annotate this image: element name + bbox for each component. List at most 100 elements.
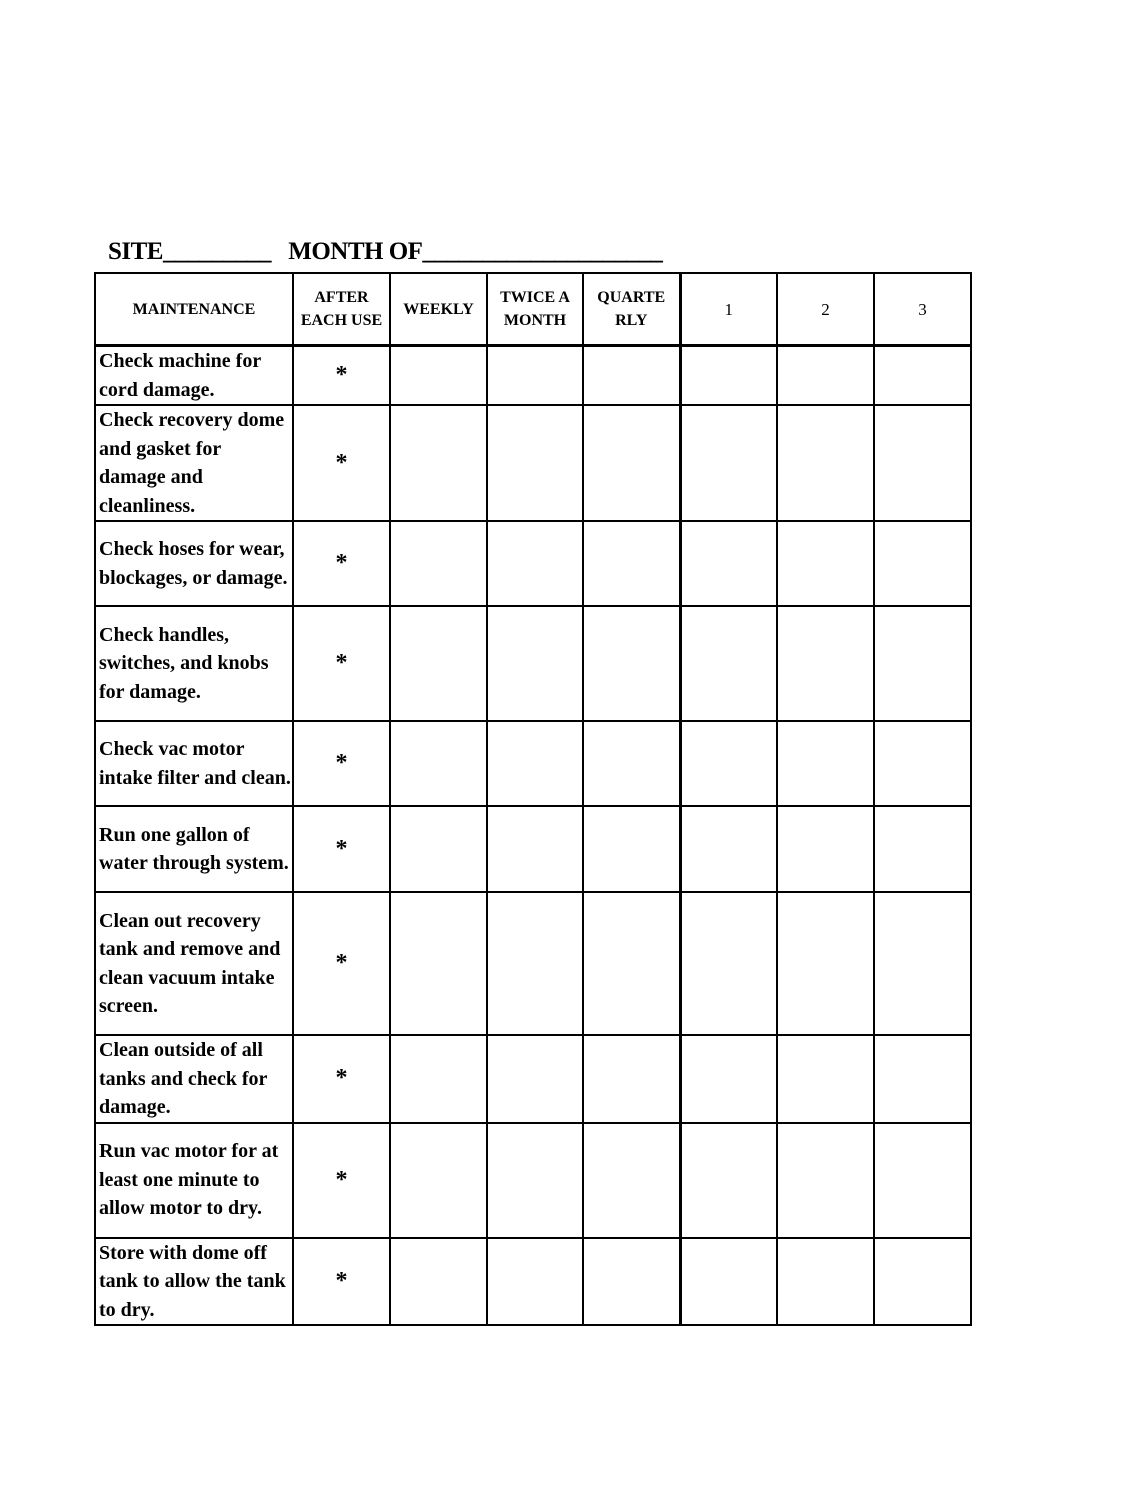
month-field[interactable]: MONTH OF____________________ (288, 238, 663, 265)
check-cell-2[interactable] (776, 1121, 875, 1239)
check-cell-1[interactable] (678, 1121, 778, 1239)
check-cell-2[interactable] (776, 520, 875, 607)
task-cell: Clean out recovery tank and remove and c… (94, 891, 294, 1036)
maintenance-table: MAINTENANCE AFTER EACH USE WEEKLY TWICE … (94, 272, 972, 1326)
check-cell-1[interactable] (678, 520, 778, 607)
check-cell-weekly[interactable] (389, 520, 488, 607)
check-cell-1[interactable] (678, 605, 778, 722)
after-each-use-mark: * (292, 805, 391, 893)
check-cell-quarterly[interactable] (582, 1121, 681, 1239)
check-cell-twice-a-month[interactable] (486, 720, 584, 807)
after-each-use-mark: * (292, 1034, 391, 1124)
after-each-use-mark: * (292, 1121, 391, 1239)
check-cell-2[interactable] (776, 1034, 875, 1124)
check-cell-quarterly[interactable] (582, 1236, 681, 1326)
form-title: SITE_________ MONTH OF__________________… (108, 238, 663, 266)
task-cell: Run vac motor for at least one minute to… (94, 1121, 294, 1239)
after-each-use-mark: * (292, 605, 391, 722)
check-cell-quarterly[interactable] (582, 605, 681, 722)
check-cell-3[interactable] (873, 605, 972, 722)
check-cell-3[interactable] (873, 1236, 972, 1326)
check-cell-weekly[interactable] (389, 605, 488, 722)
table-row: Store with dome off tank to allow the ta… (94, 1236, 972, 1326)
task-cell: Check hoses for wear, blockages, or dama… (94, 520, 294, 607)
header-after-each-use: AFTER EACH USE (292, 272, 391, 347)
check-cell-1[interactable] (678, 404, 778, 522)
check-cell-quarterly[interactable] (582, 805, 681, 893)
task-cell: Check machine for cord damage. (94, 344, 294, 406)
check-cell-quarterly[interactable] (582, 520, 681, 607)
check-cell-3[interactable] (873, 720, 972, 807)
check-cell-quarterly[interactable] (582, 404, 681, 522)
check-cell-2[interactable] (776, 1236, 875, 1326)
check-cell-1[interactable] (678, 1236, 778, 1326)
check-cell-twice-a-month[interactable] (486, 1034, 584, 1124)
check-cell-3[interactable] (873, 805, 972, 893)
check-cell-3[interactable] (873, 404, 972, 522)
header-weekly: WEEKLY (389, 272, 488, 347)
check-cell-2[interactable] (776, 344, 875, 406)
task-cell: Check handles, switches, and knobs for d… (94, 605, 294, 722)
check-cell-twice-a-month[interactable] (486, 404, 584, 522)
check-cell-weekly[interactable] (389, 344, 488, 406)
header-3: 3 (873, 272, 972, 347)
check-cell-1[interactable] (678, 720, 778, 807)
check-cell-3[interactable] (873, 1121, 972, 1239)
check-cell-2[interactable] (776, 891, 875, 1036)
table-row: Check recovery dome and gasket for damag… (94, 404, 972, 522)
header-1: 1 (678, 272, 778, 347)
task-cell: Check vac motor intake filter and clean. (94, 720, 294, 807)
check-cell-3[interactable] (873, 344, 972, 406)
site-field[interactable]: SITE_________ (108, 238, 271, 265)
check-cell-quarterly[interactable] (582, 344, 681, 406)
after-each-use-mark: * (292, 404, 391, 522)
check-cell-twice-a-month[interactable] (486, 1236, 584, 1326)
check-cell-twice-a-month[interactable] (486, 344, 584, 406)
check-cell-quarterly[interactable] (582, 1034, 681, 1124)
table-row: Run one gallon of water through system. * (94, 805, 972, 893)
task-cell: Check recovery dome and gasket for damag… (94, 404, 294, 522)
table-row: Check machine for cord damage. * (94, 344, 972, 406)
check-cell-1[interactable] (678, 891, 778, 1036)
check-cell-2[interactable] (776, 805, 875, 893)
check-cell-3[interactable] (873, 520, 972, 607)
check-cell-twice-a-month[interactable] (486, 605, 584, 722)
check-cell-2[interactable] (776, 720, 875, 807)
check-cell-weekly[interactable] (389, 1121, 488, 1239)
check-cell-3[interactable] (873, 1034, 972, 1124)
table-row: Check handles, switches, and knobs for d… (94, 605, 972, 722)
table-row: Check hoses for wear, blockages, or dama… (94, 520, 972, 607)
check-cell-twice-a-month[interactable] (486, 1121, 584, 1239)
check-cell-weekly[interactable] (389, 404, 488, 522)
task-cell: Store with dome off tank to allow the ta… (94, 1236, 294, 1326)
check-cell-weekly[interactable] (389, 891, 488, 1036)
check-cell-quarterly[interactable] (582, 891, 681, 1036)
check-cell-twice-a-month[interactable] (486, 805, 584, 893)
check-cell-1[interactable] (678, 805, 778, 893)
task-cell: Run one gallon of water through system. (94, 805, 294, 893)
check-cell-weekly[interactable] (389, 1236, 488, 1326)
task-cell: Clean outside of all tanks and check for… (94, 1034, 294, 1124)
check-cell-weekly[interactable] (389, 805, 488, 893)
table-row: Clean out recovery tank and remove and c… (94, 891, 972, 1036)
check-cell-quarterly[interactable] (582, 720, 681, 807)
check-cell-twice-a-month[interactable] (486, 891, 584, 1036)
header-2: 2 (776, 272, 875, 347)
check-cell-1[interactable] (678, 1034, 778, 1124)
after-each-use-mark: * (292, 344, 391, 406)
header-row: MAINTENANCE AFTER EACH USE WEEKLY TWICE … (94, 272, 972, 347)
header-twice-a-month: TWICE A MONTH (486, 272, 584, 347)
check-cell-weekly[interactable] (389, 1034, 488, 1124)
after-each-use-mark: * (292, 1236, 391, 1326)
check-cell-1[interactable] (678, 344, 778, 406)
check-cell-3[interactable] (873, 891, 972, 1036)
table-row: Run vac motor for at least one minute to… (94, 1121, 972, 1239)
after-each-use-mark: * (292, 720, 391, 807)
after-each-use-mark: * (292, 520, 391, 607)
check-cell-2[interactable] (776, 605, 875, 722)
table-row: Check vac motor intake filter and clean.… (94, 720, 972, 807)
check-cell-twice-a-month[interactable] (486, 520, 584, 607)
header-maintenance: MAINTENANCE (94, 272, 294, 347)
check-cell-2[interactable] (776, 404, 875, 522)
check-cell-weekly[interactable] (389, 720, 488, 807)
